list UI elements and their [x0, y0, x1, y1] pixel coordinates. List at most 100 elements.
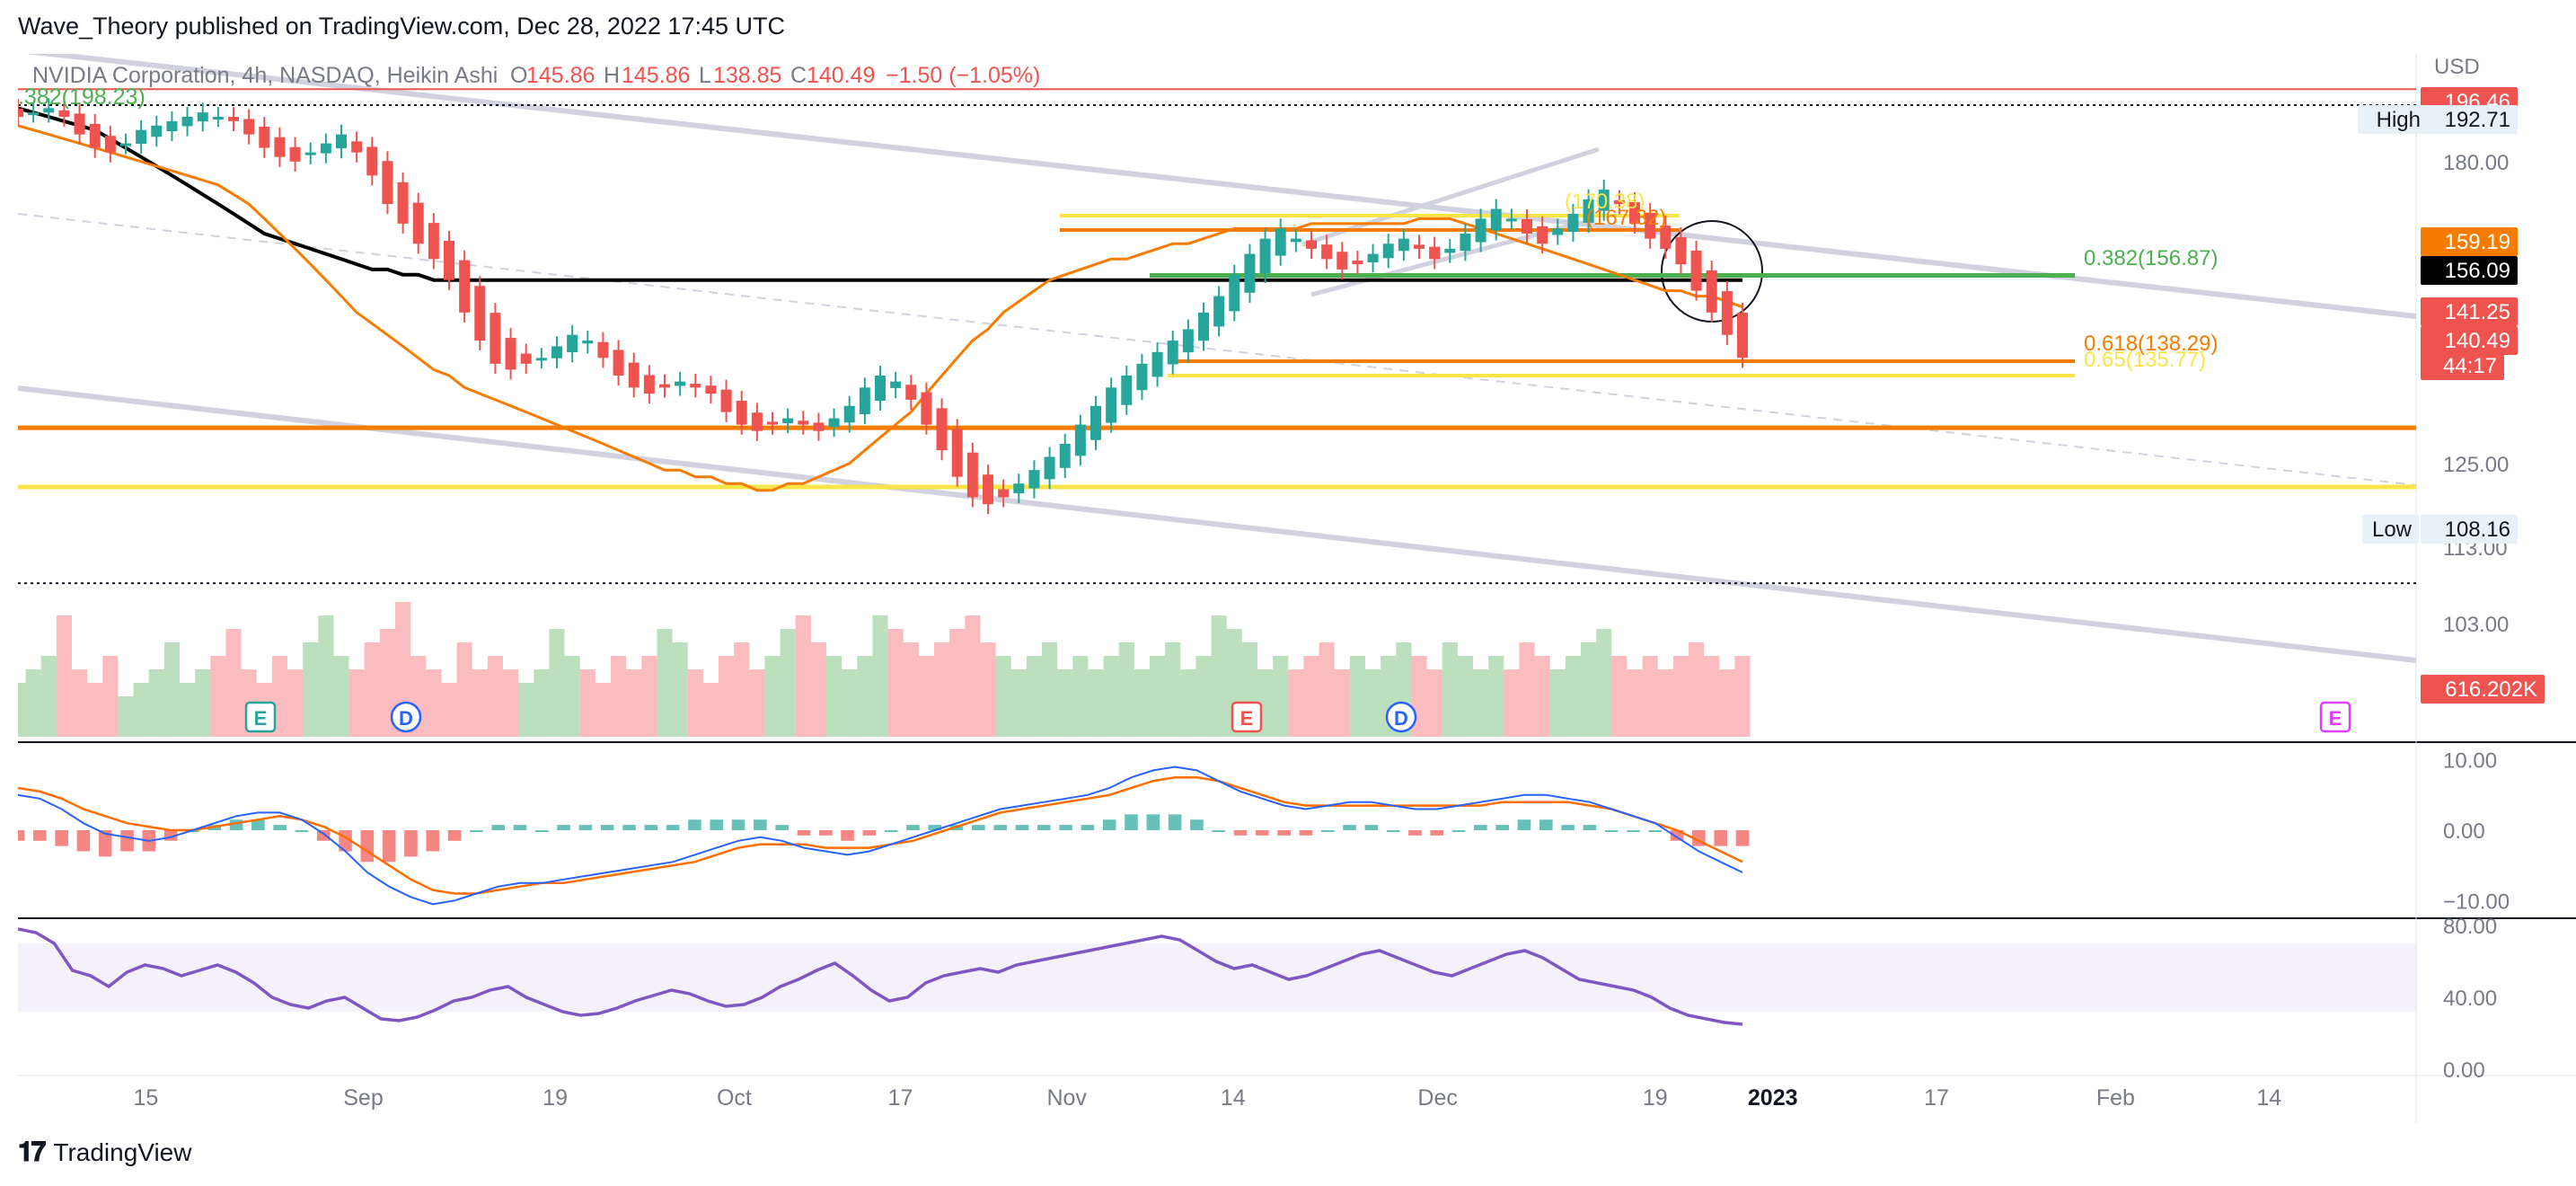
macd-histogram-bar — [1320, 830, 1335, 832]
volume-bar — [1303, 656, 1319, 737]
candle-body — [1352, 261, 1363, 265]
volume-bar — [1273, 656, 1289, 737]
macd-histogram-bar — [1364, 825, 1379, 830]
macd-histogram-bar — [11, 830, 25, 841]
macd-histogram-bar — [1561, 825, 1575, 830]
volume-bar — [749, 669, 765, 737]
price-badge-bg — [2421, 105, 2518, 134]
macd-histogram-bar — [382, 830, 396, 863]
candle-body — [813, 422, 825, 431]
candle-body — [1151, 351, 1163, 377]
candle-body — [89, 123, 101, 148]
publish-info: Wave_Theory published on TradingView.com… — [18, 13, 785, 40]
price-badge-text: 156.09 — [2445, 259, 2510, 283]
candle-body — [1444, 248, 1456, 253]
candle-body — [1229, 274, 1240, 312]
volume-bar — [549, 629, 565, 737]
candle-body — [13, 108, 23, 118]
candle-body — [228, 117, 239, 121]
fib-yellow-box-top — [1060, 214, 1680, 217]
macd-histogram-bar — [1735, 830, 1750, 846]
volume-bar — [210, 656, 226, 737]
volume-bar — [1042, 642, 1058, 737]
candle-body — [736, 401, 747, 425]
macd-histogram-bar — [470, 830, 483, 832]
footer-brand[interactable]: 𝟏𝟕 TradingView — [18, 1137, 191, 1168]
macd-histogram-bar — [775, 825, 789, 830]
volume-bar — [10, 683, 26, 737]
candle-body — [890, 381, 902, 388]
candle-body — [74, 113, 85, 135]
volume-bar — [1150, 656, 1166, 737]
candle-body — [1583, 199, 1594, 223]
candle-body — [1721, 291, 1733, 335]
candle-body — [1613, 199, 1625, 205]
candle-body — [120, 143, 131, 146]
fib-orange-box-low — [1168, 359, 2075, 363]
volume-bar — [1057, 669, 1073, 737]
macd-histogram-bar — [447, 830, 462, 841]
macd-histogram-bar — [688, 819, 701, 830]
macd-histogram-bar — [1277, 830, 1291, 836]
volume-bar — [148, 669, 164, 737]
candle-body — [1106, 387, 1117, 423]
macd-line — [17, 766, 1743, 906]
candle-body — [1090, 405, 1101, 440]
candle-body — [1690, 250, 1702, 291]
macd-histogram-bar — [360, 830, 375, 863]
marker-letter: D — [1394, 707, 1408, 730]
price-badge-text: 44:17 — [2443, 354, 2497, 378]
candle-body — [875, 375, 886, 402]
earnings-marker-icon — [244, 701, 277, 733]
candle-body — [1290, 238, 1301, 243]
volume-bar — [503, 669, 519, 737]
legend-symbol: NVIDIA Corporation, 4h, NASDAQ, Heikin A… — [32, 63, 498, 88]
volume-bar — [564, 656, 580, 737]
candle-body — [1275, 228, 1286, 256]
volume-bar — [719, 656, 735, 737]
volume-bar — [1211, 615, 1227, 737]
macd-histogram-bar — [1190, 819, 1204, 830]
candle-body — [136, 129, 147, 144]
macd-histogram-bar — [1604, 830, 1619, 832]
macd-histogram-bar — [1102, 819, 1116, 830]
macd-histogram-bar — [1299, 830, 1313, 836]
price-badge: 192.71 — [2421, 105, 2518, 134]
volume-bar — [1288, 669, 1304, 737]
brand-name: TradingView — [53, 1138, 192, 1166]
volume-bar — [1088, 669, 1104, 737]
candle-body — [659, 384, 670, 388]
candle-body — [397, 181, 409, 224]
macd-histogram-bar — [797, 830, 811, 836]
price-badge-text: 141.25 — [2445, 300, 2510, 324]
chart-svg[interactable]: 0.382(156.87) 0.618(138.29)0.65(135.77) (1… — [10, 48, 2576, 1123]
price-badge-bg — [2421, 351, 2504, 380]
candle-body — [58, 110, 70, 118]
legend-c-value: 140.49 — [807, 63, 875, 88]
volume-bar — [1134, 669, 1150, 737]
volume-bar — [1180, 669, 1196, 737]
candle-body — [181, 117, 193, 127]
macd-histogram-bar — [1386, 830, 1400, 832]
price-badge: 108.16 — [2421, 515, 2518, 544]
candle-body — [705, 385, 717, 394]
candle-body — [613, 350, 624, 376]
tradingview-logo-icon: 𝟏𝟕 — [18, 1137, 46, 1167]
price-badge: High — [2358, 105, 2428, 134]
volume-bar — [1473, 669, 1489, 737]
candle-body — [567, 334, 578, 353]
price-badge: 156.09 — [2421, 256, 2518, 285]
candle-body — [428, 223, 439, 260]
event-marker-e: E — [1231, 701, 1263, 733]
macd-histogram-bar — [273, 825, 287, 830]
candle-body — [936, 408, 948, 451]
macd-histogram-bar — [1714, 830, 1727, 846]
volume-bar — [348, 669, 365, 737]
volume-bar — [1611, 656, 1628, 737]
candle-body — [474, 286, 486, 341]
candle-body — [1044, 456, 1055, 480]
chart-frame[interactable]: 0.382(156.87) 0.618(138.29) 0.65(135.77) (1… — [10, 48, 2576, 1123]
volume-bar — [441, 683, 457, 737]
volume-bar — [1596, 629, 1612, 737]
candle-body — [151, 125, 163, 137]
